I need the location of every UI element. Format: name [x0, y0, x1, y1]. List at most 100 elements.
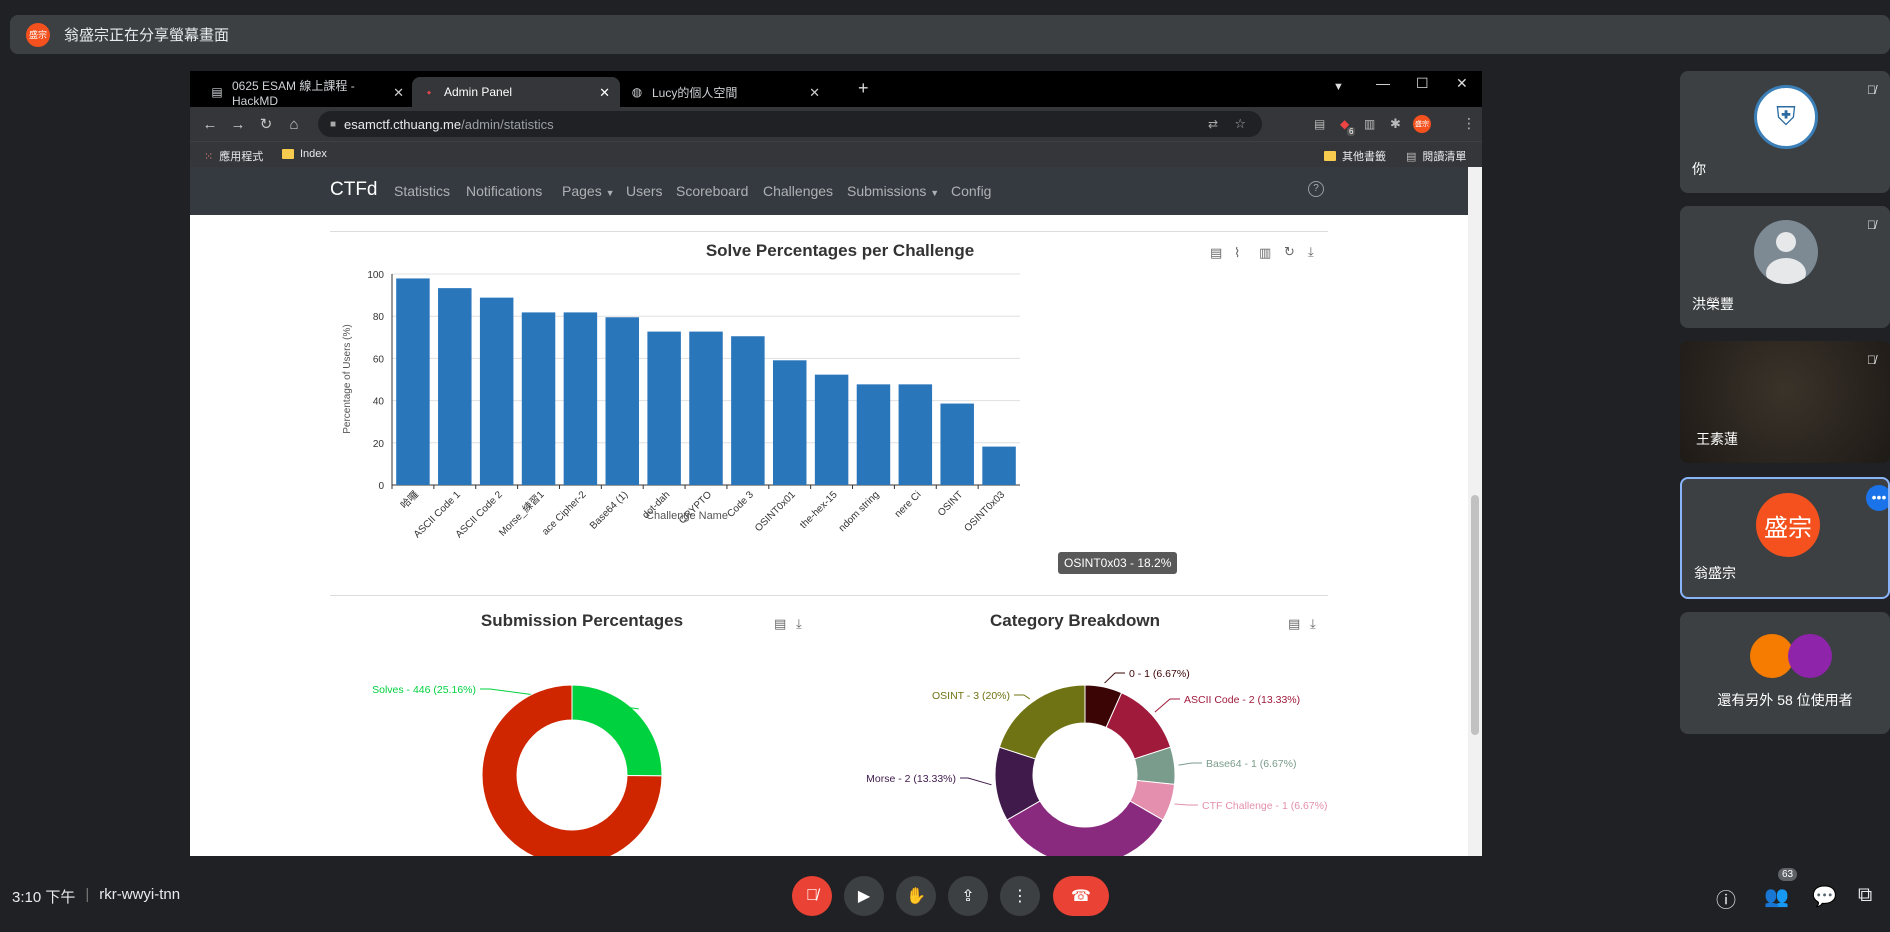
y-tick-label: 20	[373, 439, 385, 450]
pie-slice	[1006, 800, 1164, 856]
new-tab-button[interactable]: +	[858, 78, 869, 98]
apps-grid-icon: ⁙	[204, 150, 214, 163]
reading-list[interactable]: ▤ 閱讀清單	[1406, 150, 1467, 164]
extension-icon[interactable]: ◆	[1340, 117, 1350, 131]
help-icon[interactable]: ?	[1308, 181, 1324, 197]
nav-statistics[interactable]: Statistics	[394, 183, 451, 199]
y-tick-label: 60	[373, 354, 385, 365]
line-chart-icon[interactable]: ⌇	[1234, 245, 1241, 260]
more-options-icon[interactable]: •••	[1866, 485, 1888, 511]
info-icon[interactable]: ⓘ	[1716, 890, 1736, 912]
participant-tile[interactable]: ⛨ 🎙̸ 你	[1680, 71, 1890, 193]
activities-icon[interactable]: ⧉	[1858, 884, 1873, 906]
screen-share-banner: 盛宗 翁盛宗正在分享螢幕畫面	[10, 15, 1890, 54]
globe-icon: ◍	[631, 85, 643, 99]
x-tick-label: Base64 (1)	[588, 489, 630, 531]
bar	[479, 297, 514, 485]
people-icon[interactable]: 👥	[1764, 886, 1789, 908]
x-tick-label: 哈囉	[398, 488, 421, 511]
translate-icon[interactable]: ⇄	[1207, 117, 1218, 131]
hangup-icon: ☎	[1071, 888, 1091, 905]
leave-call-button[interactable]: ☎	[1053, 876, 1109, 916]
participant-tile[interactable]: 🎙̸ 王素蓮	[1680, 341, 1890, 463]
extension-icon[interactable]: ▤	[1314, 117, 1326, 131]
minimize-button[interactable]: —	[1376, 75, 1390, 91]
close-icon[interactable]: ✕	[393, 85, 404, 100]
caret-down-icon: ▼	[930, 188, 940, 198]
ctfd-brand[interactable]: CTFd	[330, 179, 378, 200]
puzzle-icon[interactable]: ✱	[1390, 116, 1401, 131]
data-view-icon[interactable]: ▤	[1288, 616, 1301, 631]
forward-icon[interactable]: →	[230, 115, 246, 133]
bookmark-apps[interactable]: ⁙ 應用程式	[204, 150, 264, 164]
chart-tooltip: OSINT0x03 - 18.2%	[1058, 552, 1178, 574]
chat-icon[interactable]: 💬	[1812, 886, 1837, 908]
scrollbar-thumb[interactable]	[1471, 495, 1479, 735]
avatar: 盛宗	[1756, 493, 1820, 557]
meeting-time: 3:10 下午	[12, 889, 76, 906]
tab-hackmd[interactable]: ▤ 0625 ESAM 線上課程 - HackMD ✕	[211, 78, 404, 108]
school-logo-avatar: ⛨	[1754, 85, 1818, 149]
nav-submissions[interactable]: Submissions ▼	[847, 183, 940, 199]
nav-notifications[interactable]: Notifications	[466, 183, 543, 199]
camera-toggle-button[interactable]: ▶	[844, 876, 884, 916]
mic-toggle-button[interactable]: 🎙̸	[792, 876, 832, 916]
present-button[interactable]: ⇪	[948, 876, 988, 916]
pie-slice	[481, 684, 663, 856]
label-line	[1178, 762, 1202, 766]
close-icon[interactable]: ✕	[809, 85, 820, 100]
bookmark-index[interactable]: Index	[282, 148, 327, 160]
nav-challenges[interactable]: Challenges	[763, 183, 834, 199]
x-tick-label: Morse_練習1	[496, 488, 547, 539]
category-chart-title: Category Breakdown	[989, 611, 1161, 630]
download-icon[interactable]: ⤓	[1308, 244, 1314, 259]
x-tick-label: nere Ci	[893, 489, 924, 520]
menu-icon[interactable]: ⋮	[1462, 115, 1476, 131]
back-icon[interactable]: ←	[202, 115, 218, 133]
document-icon: ▤	[211, 85, 223, 99]
slice-label: OSINT - 3 (20%)	[932, 690, 1010, 702]
address-bar-row: ← → ↻ ⌂ ■ esamctf.cthuang.me/admin/stati…	[190, 107, 1482, 141]
pie-slice	[998, 684, 1086, 760]
more-vert-icon: ⋮	[1012, 888, 1028, 905]
participant-tile-active[interactable]: 盛宗 ••• 翁盛宗	[1680, 477, 1890, 599]
bar-chart-icon[interactable]: ▥	[1259, 245, 1272, 260]
close-icon[interactable]: ✕	[599, 85, 610, 100]
data-view-icon[interactable]: ▤	[774, 616, 787, 631]
participant-tile-others[interactable]: 還有另外 58 位使用者	[1680, 612, 1890, 734]
tab-admin-panel[interactable]: ⬩ Admin Panel ✕	[412, 77, 620, 107]
bar	[898, 384, 933, 485]
url-field[interactable]: ■ esamctf.cthuang.me/admin/statistics ⇄ …	[318, 111, 1262, 137]
y-tick-label: 100	[367, 270, 384, 281]
participant-tile[interactable]: 🎙̸ 洪榮豐	[1680, 206, 1890, 328]
maximize-button[interactable]: ☐	[1416, 75, 1429, 91]
tab-lucy[interactable]: ◍ Lucy的個人空間 ✕	[631, 85, 820, 100]
nav-config[interactable]: Config	[951, 183, 992, 199]
participant-name: 翁盛宗	[1694, 565, 1736, 581]
nav-users[interactable]: Users	[626, 183, 663, 199]
nav-pages[interactable]: Pages ▼	[562, 183, 615, 199]
download-icon[interactable]: ⤓	[1310, 616, 1316, 631]
more-options-button[interactable]: ⋮	[1000, 876, 1040, 916]
scrollbar[interactable]	[1468, 167, 1482, 856]
data-view-icon[interactable]: ▤	[1210, 245, 1223, 260]
divider	[330, 595, 1328, 596]
slice-label: Morse - 2 (13.33%)	[866, 773, 956, 785]
mic-off-icon: 🎙̸	[1867, 83, 1876, 97]
bar	[689, 331, 723, 485]
nav-scoreboard[interactable]: Scoreboard	[676, 183, 749, 199]
tab-search-icon[interactable]: ▼	[1333, 81, 1344, 93]
raise-hand-button[interactable]: ✋	[896, 876, 936, 916]
reload-icon[interactable]: ↻	[259, 116, 273, 133]
people-count-badge: 63	[1778, 868, 1798, 881]
download-icon[interactable]: ⤓	[796, 616, 802, 631]
close-window-button[interactable]: ✕	[1456, 75, 1468, 91]
profile-avatar[interactable]: 盛宗	[1413, 115, 1431, 133]
bar	[647, 331, 681, 485]
bookmark-other[interactable]: 其他書籤	[1324, 148, 1386, 164]
restore-icon[interactable]: ↻	[1284, 244, 1295, 259]
participant-name: 洪榮豐	[1692, 296, 1734, 312]
clipboard-icon[interactable]: ▥	[1364, 117, 1376, 131]
star-icon[interactable]: ☆	[1234, 116, 1246, 131]
home-icon[interactable]: ⌂	[289, 115, 299, 133]
